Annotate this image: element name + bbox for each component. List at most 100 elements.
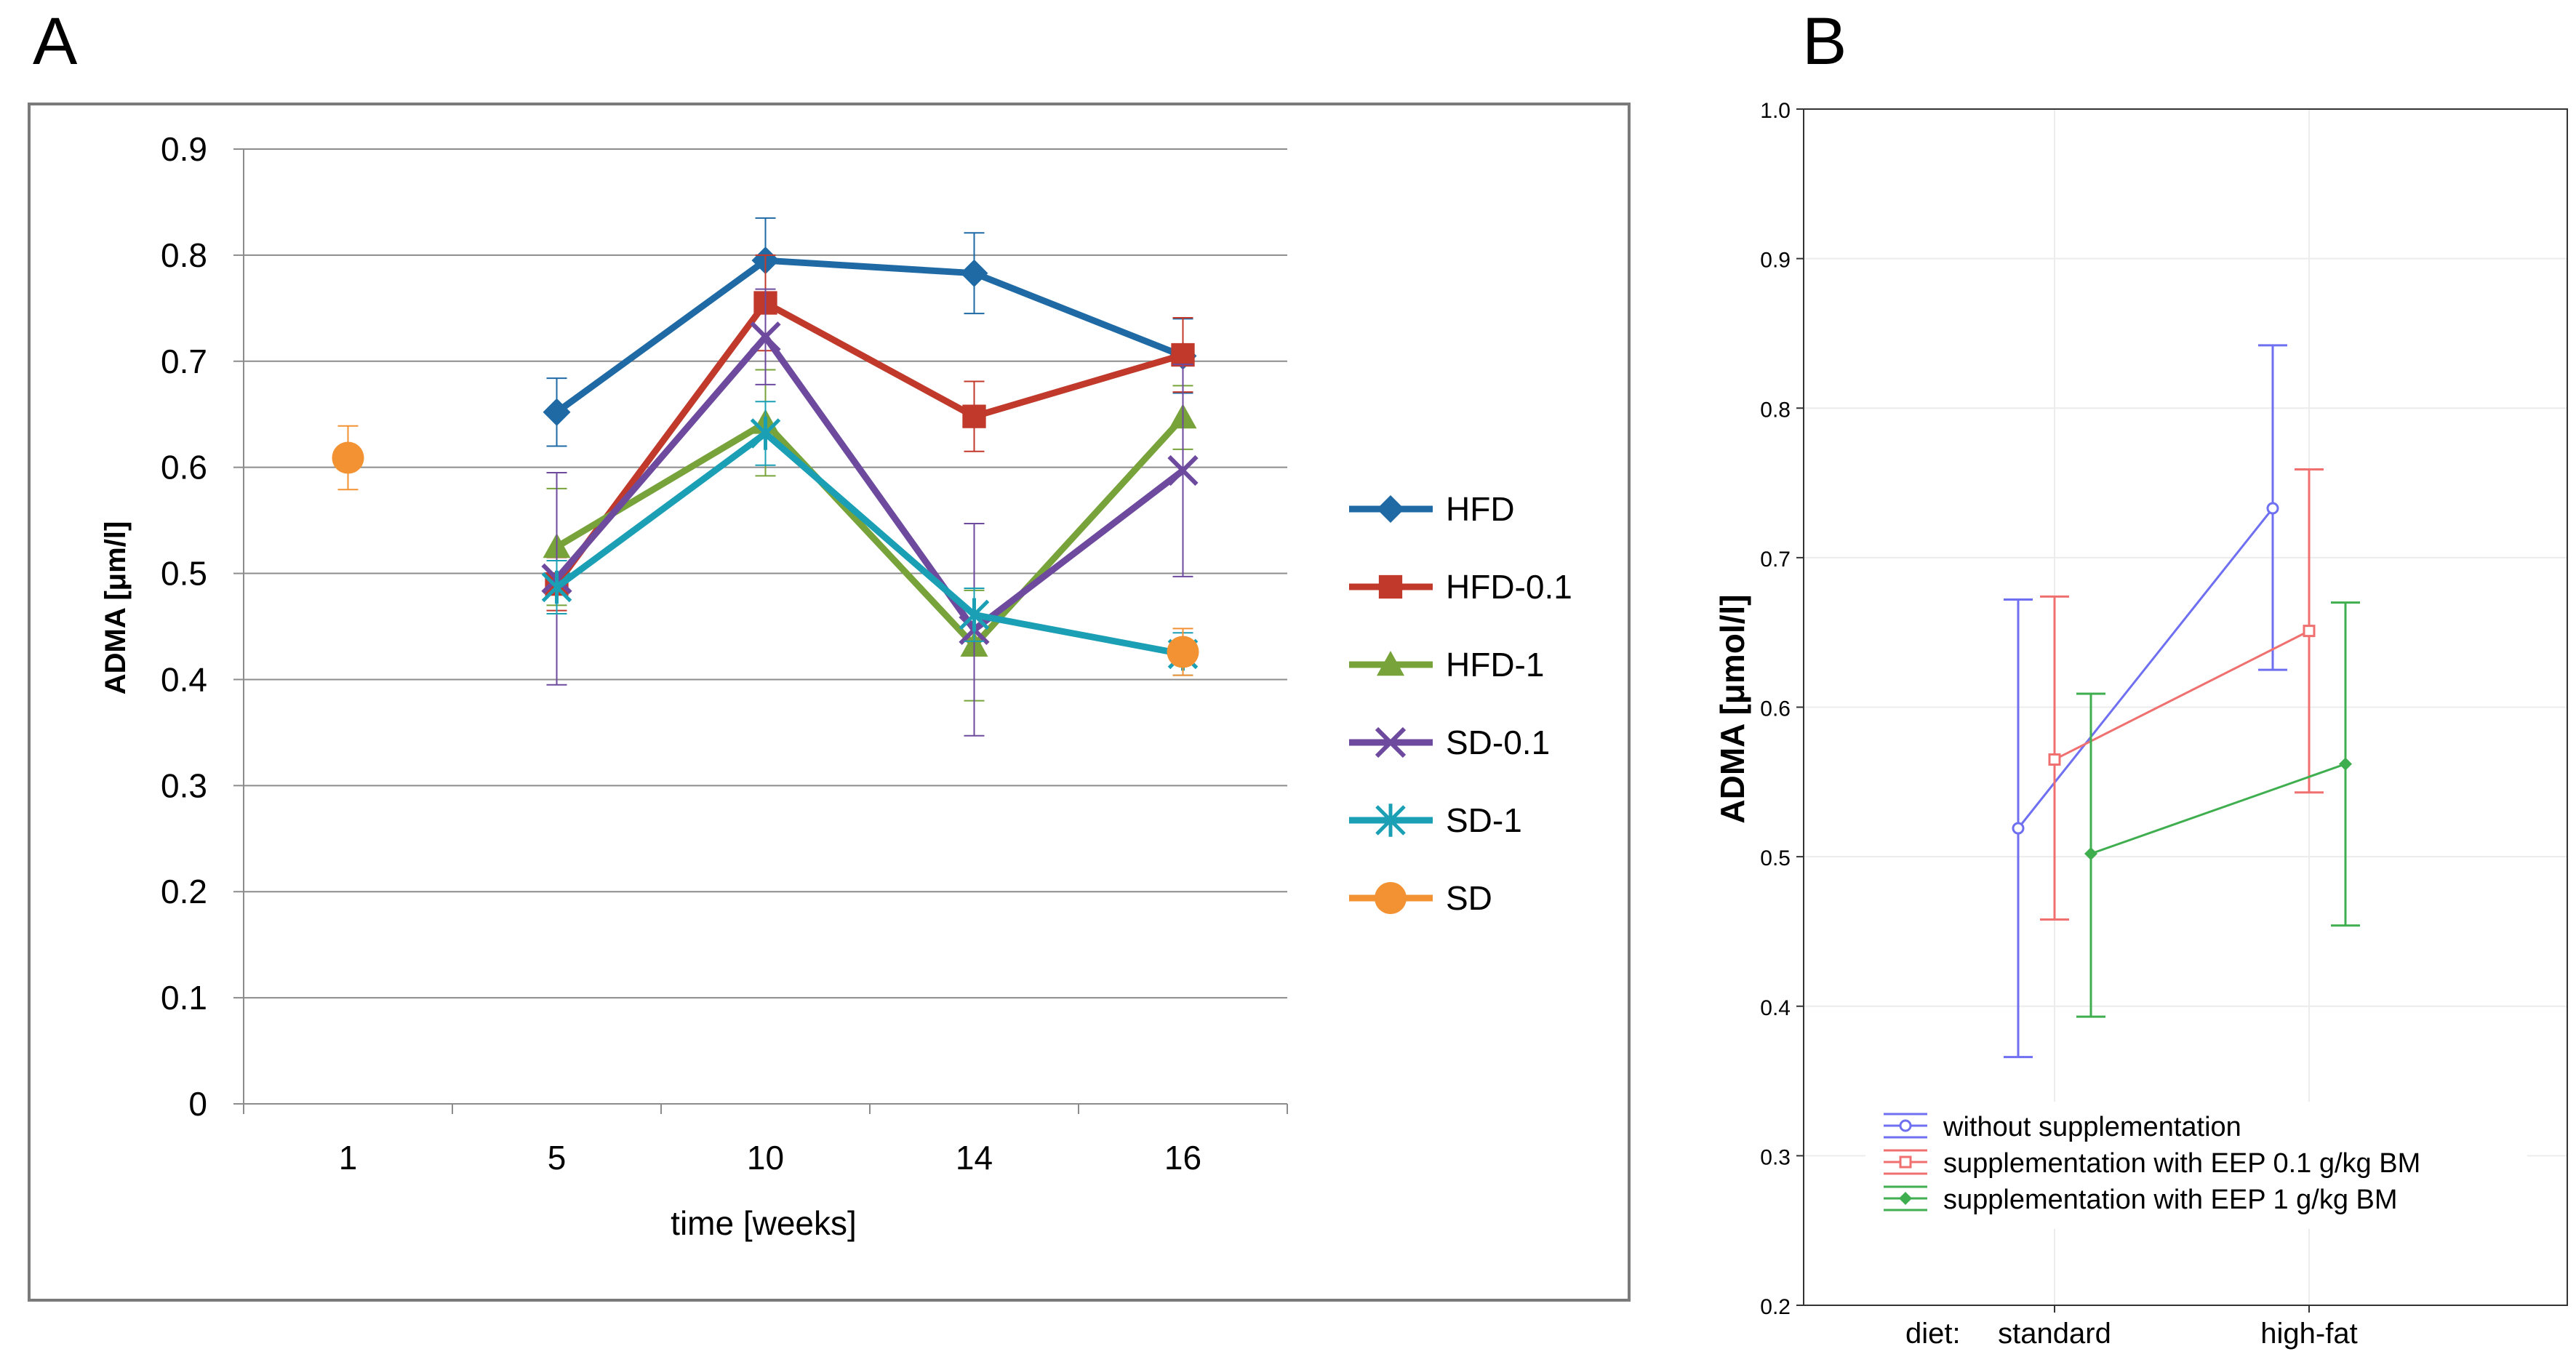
legend-item: SD-0.1 <box>1349 724 1550 761</box>
data-point <box>1167 636 1199 668</box>
y-tick-label: 0.2 <box>161 873 207 910</box>
x-tick-label: standard <box>1998 1318 2111 1350</box>
data-point <box>1171 342 1195 367</box>
y-tick-label: 0.8 <box>161 236 207 274</box>
data-point <box>750 417 781 450</box>
panel-b-x-prefix: diet: <box>1905 1318 1961 1350</box>
legend-label: SD-1 <box>1446 801 1522 839</box>
legend-marker <box>1899 1119 1912 1132</box>
panel-a-x-ticks: 1 5 10 14 16 <box>243 1104 1288 1177</box>
x-tick-label: 1 <box>339 1139 358 1177</box>
series-sd-0-1 <box>541 288 1199 737</box>
legend-marker <box>1375 726 1407 758</box>
y-tick-label: 0.2 <box>1760 1295 1791 1319</box>
x-tick-label: 14 <box>956 1139 993 1177</box>
data-point <box>541 570 572 604</box>
series-line <box>2017 508 2274 829</box>
data-point <box>332 441 364 474</box>
series-line <box>2054 630 2310 761</box>
series-line <box>554 257 1185 415</box>
legend-label: supplementation with EEP 0.1 g/kg BM <box>1943 1148 2420 1179</box>
data-point <box>2339 757 2352 771</box>
panel-b-y-ticks: 0.2 0.3 0.4 0.5 0.6 0.7 0.8 0.9 1.0 <box>1760 99 1804 1319</box>
legend-item: HFD-1 <box>1349 646 1544 684</box>
legend-item: SD <box>1349 879 1492 917</box>
series-1 <box>2004 344 2287 1059</box>
y-tick-label: 0.1 <box>161 979 207 1017</box>
y-tick-label: 0.3 <box>1760 1145 1791 1169</box>
data-point <box>960 259 988 287</box>
series-3 <box>2076 601 2360 1018</box>
y-tick-label: 0.9 <box>1760 249 1791 273</box>
series-line <box>554 333 1185 633</box>
y-tick-label: 0.7 <box>1760 548 1791 572</box>
y-tick-label: 0.4 <box>161 660 207 698</box>
legend-item: supplementation with EEP 1 g/kg BM <box>1884 1185 2398 1215</box>
legend-marker <box>1375 882 1407 914</box>
legend-marker <box>1377 651 1404 676</box>
data-point <box>2048 753 2061 766</box>
legend-label: HFD-1 <box>1446 646 1544 684</box>
legend-item: HFD <box>1349 490 1515 528</box>
panel-a-x-axis-label: time [weeks] <box>671 1204 857 1242</box>
panel-b-letter: B <box>1802 4 1847 79</box>
panel-b-x-ticks: standard high-fat <box>1998 1305 2358 1350</box>
y-tick-label: 0.5 <box>161 555 207 593</box>
data-point <box>2303 625 2316 638</box>
y-tick-label: 0.6 <box>161 449 207 486</box>
legend-marker <box>1375 804 1406 837</box>
panel-a-series <box>332 217 1199 737</box>
panel-a-chart: 0 0.1 0.2 0.3 0.4 0.5 0.6 0.7 0.8 0.9 1 5 10 14 16 HF… <box>28 103 1631 1302</box>
panel-b-legend: without supplementation supplementation w… <box>1884 1112 2420 1215</box>
panel-a-axes <box>243 149 1287 1105</box>
panel-b-chart: 0.2 0.3 0.4 0.5 0.6 0.7 0.8 0.9 1.0 standard high… <box>1713 99 2568 1350</box>
legend-item: supplementation with EEP 0.1 g/kg BM <box>1884 1148 2420 1179</box>
legend-label: supplementation with EEP 1 g/kg BM <box>1943 1185 2398 1215</box>
x-tick-label: 16 <box>1164 1139 1201 1177</box>
panel-a-legend: HFD HFD-0.1 HFD-1 SD-0.1 SD-1 SD <box>1349 490 1572 917</box>
legend-item: SD-1 <box>1349 801 1522 839</box>
y-tick-label: 0.4 <box>1760 996 1791 1020</box>
legend-label: HFD-0.1 <box>1446 568 1572 606</box>
y-tick-label: 0.5 <box>1760 846 1791 870</box>
legend-item: without supplementation <box>1884 1112 2241 1142</box>
panel-b-y-axis-label: ADMA [μmol/l] <box>1713 594 1751 823</box>
panel-b-legend-background <box>1865 1102 2527 1229</box>
legend-marker <box>1377 495 1404 523</box>
data-point <box>2084 847 2097 861</box>
data-point <box>962 404 986 428</box>
panel-a-y-axis-label: ADMA [μm/l] <box>100 521 132 695</box>
y-tick-label: 0.3 <box>161 766 207 804</box>
data-point <box>750 321 781 353</box>
y-tick-label: 0.7 <box>161 342 207 380</box>
series-sd <box>332 425 1199 676</box>
legend-label: HFD <box>1446 490 1515 528</box>
x-tick-label: 5 <box>548 1139 567 1177</box>
panel-b-series <box>2004 344 2360 1059</box>
series-2 <box>2040 468 2324 921</box>
legend-label: SD <box>1446 879 1492 917</box>
legend-label: SD-0.1 <box>1446 724 1550 761</box>
series-line <box>555 415 1185 649</box>
data-point <box>1167 454 1199 486</box>
y-tick-label: 1.0 <box>1760 99 1791 123</box>
series-line <box>2090 763 2346 855</box>
legend-marker <box>1899 1155 1912 1169</box>
legend-label: without supplementation <box>1943 1112 2241 1142</box>
data-point <box>959 598 990 632</box>
legend-marker <box>1899 1192 1912 1205</box>
x-tick-label: high-fat <box>2260 1318 2357 1350</box>
y-tick-label: 0.9 <box>161 130 207 168</box>
panel-a-frame <box>28 103 1631 1302</box>
data-point <box>2266 502 2279 515</box>
legend-item: HFD-0.1 <box>1349 568 1572 606</box>
x-tick-label: 10 <box>747 1139 784 1177</box>
y-tick-label: 0.8 <box>1760 398 1791 422</box>
legend-marker <box>1378 574 1403 599</box>
series-line <box>554 430 1184 657</box>
series-line <box>553 300 1184 586</box>
panel-a-y-ticks: 0 0.1 0.2 0.3 0.4 0.5 0.6 0.7 0.8 0.9 <box>161 130 244 1123</box>
data-point <box>543 398 571 426</box>
y-tick-label: 0.6 <box>1760 697 1791 721</box>
